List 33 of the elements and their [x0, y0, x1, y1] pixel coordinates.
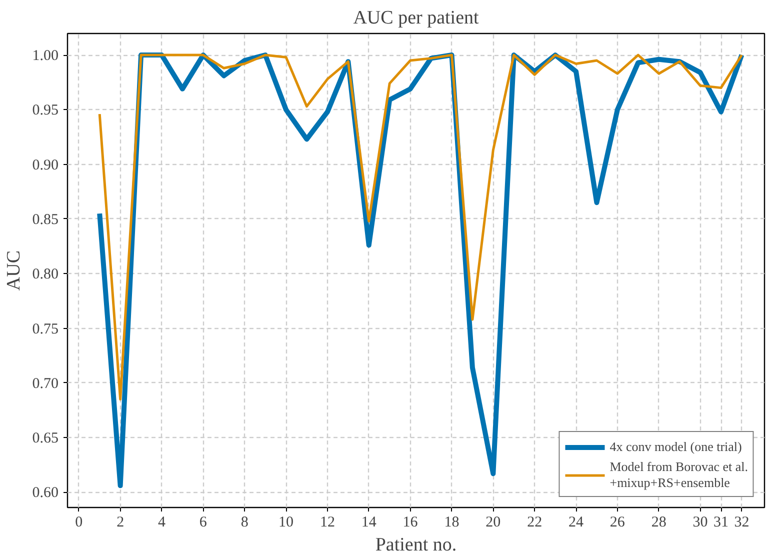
x-tick-label: 8 [240, 514, 248, 530]
y-tick-label: 1.00 [32, 48, 58, 64]
x-tick-label: 6 [199, 514, 208, 530]
y-tick-label: 0.85 [32, 212, 58, 228]
x-tick-label: 22 [527, 514, 542, 530]
x-tick-label: 26 [610, 514, 626, 530]
x-tick-label: 0 [75, 514, 83, 530]
legend-label: 4x conv model (one trial) [610, 439, 742, 455]
x-tick-label: 32 [734, 514, 750, 530]
y-tick-label: 0.80 [32, 266, 58, 283]
x-tick-label: 31 [714, 514, 728, 530]
y-tick-label: 0.95 [32, 102, 58, 119]
y-axis-title: AUC [3, 250, 24, 291]
legend-label: Model from Borovac et al. +mixup+RS+ensemble [610, 459, 748, 491]
y-tick-label: 0.70 [32, 376, 58, 392]
y-tick-label: 0.60 [32, 485, 58, 502]
x-axis-title: Patient no. [375, 534, 457, 556]
x-tick-label: 12 [320, 514, 335, 530]
x-tick-label: 20 [486, 514, 501, 530]
x-tick-label: 4 [158, 514, 166, 530]
x-tick-label: 10 [278, 514, 294, 530]
y-tick-label: 0.90 [32, 157, 58, 174]
chart-title: AUC per patient [353, 8, 480, 28]
x-tick-label: 14 [361, 514, 377, 530]
x-tick-label: 24 [568, 514, 584, 530]
x-tick-label: 30 [692, 514, 708, 530]
x-tick-label: 2 [116, 514, 124, 530]
x-tick-label: 16 [402, 514, 418, 530]
y-tick-label: 0.65 [32, 430, 58, 447]
x-tick-label: 18 [444, 514, 460, 530]
y-tick-label: 0.75 [32, 321, 58, 338]
x-tick-label: 28 [651, 514, 666, 530]
line-series [98, 54, 743, 401]
